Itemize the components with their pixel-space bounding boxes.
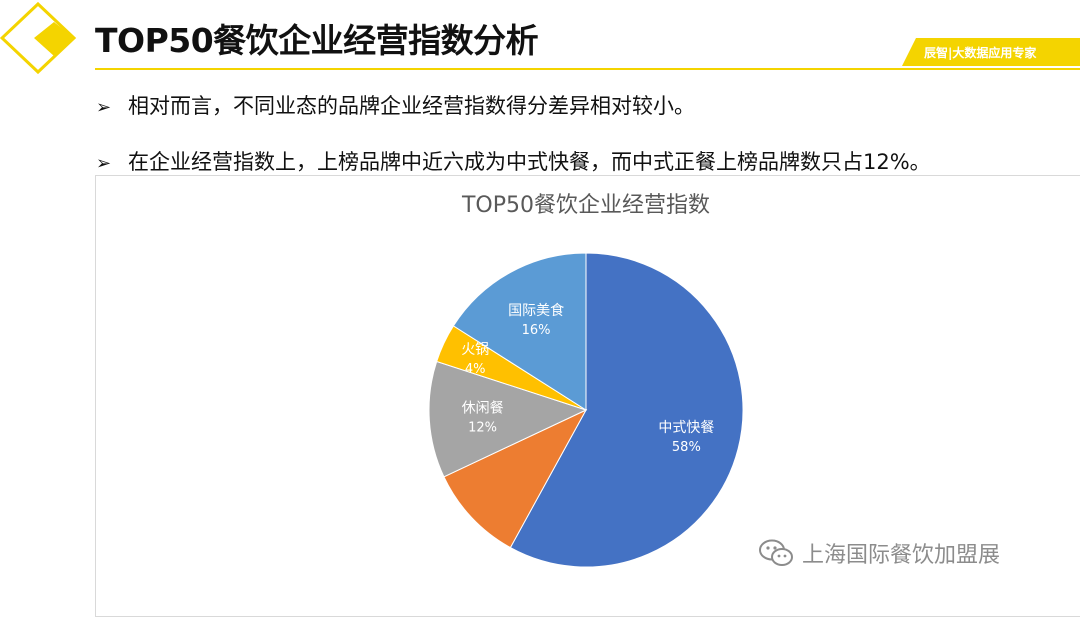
slice-value-label: 58% — [672, 440, 701, 455]
slice-category-label: 火锅 — [461, 342, 489, 358]
pie-slice — [443, 408, 588, 549]
bullet-item: ➢ 在企业经营指数上，上榜品牌中近六成为中式快餐，而中式正餐上榜品牌数只占12%。 — [96, 146, 931, 176]
bullet-arrow-icon: ➢ — [96, 153, 112, 174]
slice-category-label: 中式快餐 — [658, 420, 714, 436]
bullet-arrow-icon: ➢ — [96, 97, 112, 118]
slice-value-label: 12% — [468, 421, 497, 436]
watermark-text: 上海国际餐饮加盟展 — [802, 543, 1001, 568]
pie-slice — [509, 252, 744, 568]
slice-value-label: 16% — [522, 323, 551, 338]
chart-title: TOP50餐饮企业经营指数 — [461, 193, 711, 218]
slice-value-label: 4% — [465, 362, 486, 377]
watermark: 上海国际餐饮加盟展 — [758, 537, 1000, 569]
bullet-text: 相对而言，不同业态的品牌企业经营指数得分差异相对较小。 — [128, 94, 695, 118]
bullet-text: 在企业经营指数上，上榜品牌中近六成为中式快餐，而中式正餐上榜品牌数只占12%。 — [128, 150, 931, 174]
pie-chart: 中式快餐 58% 休闲餐 12% 火锅 4% 国际美食 16% — [428, 252, 744, 568]
pie-slice — [428, 360, 588, 478]
slice-category-label: 休闲餐 — [462, 401, 504, 417]
wechat-icon — [759, 539, 793, 566]
pie-slice — [452, 252, 587, 411]
slice-category-label: 国际美食 — [508, 302, 564, 319]
logo-diamond-icon — [0, 1, 77, 75]
bullet-item: ➢ 相对而言，不同业态的品牌企业经营指数得分差异相对较小。 — [96, 90, 695, 120]
page-title: TOP50餐饮企业经营指数分析 — [95, 21, 539, 60]
brand-tag: 辰智|大数据应用专家 — [902, 38, 1080, 66]
title-underline — [95, 68, 1080, 70]
brand-tag-label: 辰智|大数据应用专家 — [924, 46, 1037, 60]
